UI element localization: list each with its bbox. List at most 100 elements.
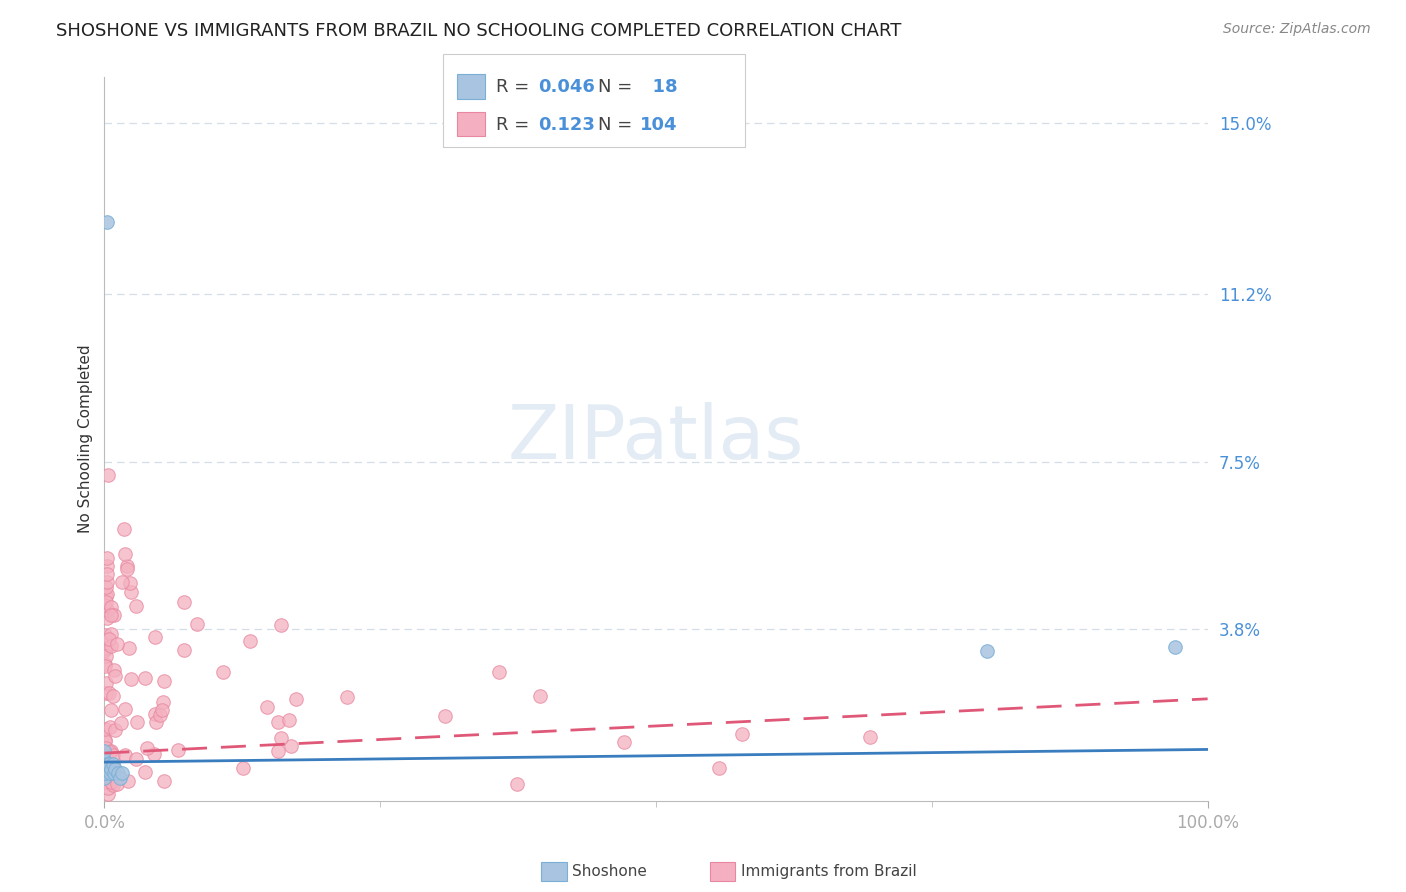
Point	[94, 747, 117, 762]
Point	[101, 778, 124, 792]
Point	[125, 714, 148, 729]
Point	[107, 766, 129, 780]
Point	[101, 772, 124, 787]
Point	[1163, 640, 1185, 654]
Point	[143, 706, 166, 721]
Point	[93, 775, 115, 789]
Text: 0.046: 0.046	[538, 78, 595, 96]
Point	[270, 618, 292, 632]
Point	[280, 739, 302, 753]
Point	[707, 761, 730, 775]
Point	[104, 723, 127, 738]
Point	[232, 761, 254, 775]
Point	[100, 744, 122, 758]
Point	[100, 762, 122, 776]
Point	[135, 740, 157, 755]
Point	[93, 732, 115, 747]
Point	[336, 690, 359, 705]
Point	[118, 641, 141, 656]
Point	[153, 673, 176, 688]
Point	[96, 611, 118, 625]
Point	[613, 735, 636, 749]
Point	[93, 744, 115, 758]
Point	[94, 657, 117, 671]
Point	[100, 627, 122, 641]
Point	[149, 707, 172, 722]
Point	[167, 743, 190, 757]
Point	[107, 777, 129, 791]
Point	[103, 766, 125, 780]
Point	[529, 690, 551, 704]
Point	[96, 580, 118, 594]
Text: Source: ZipAtlas.com: Source: ZipAtlas.com	[1223, 22, 1371, 37]
Point	[976, 644, 998, 658]
Point	[104, 762, 127, 776]
Point	[98, 720, 121, 734]
Point	[96, 603, 118, 617]
Point	[103, 608, 125, 623]
Point	[859, 730, 882, 744]
Text: R =: R =	[496, 116, 530, 134]
Point	[120, 584, 142, 599]
Point	[94, 589, 117, 603]
Point	[93, 771, 115, 785]
Point	[239, 634, 262, 648]
Point	[120, 576, 142, 591]
Text: N =: N =	[598, 116, 631, 134]
Point	[96, 780, 118, 795]
Point	[97, 757, 120, 772]
Point	[278, 713, 301, 727]
Point	[145, 715, 167, 730]
Point	[94, 757, 117, 772]
Text: Immigrants from Brazil: Immigrants from Brazil	[741, 864, 917, 879]
Text: SHOSHONE VS IMMIGRANTS FROM BRAZIL NO SCHOOLING COMPLETED CORRELATION CHART: SHOSHONE VS IMMIGRANTS FROM BRAZIL NO SC…	[56, 22, 901, 40]
Point	[115, 558, 138, 573]
Point	[112, 522, 135, 536]
Point	[96, 747, 118, 762]
Point	[134, 671, 156, 685]
Point	[98, 686, 121, 700]
Point	[108, 771, 131, 785]
Text: 104: 104	[640, 116, 678, 134]
Point	[505, 777, 527, 791]
Point	[285, 691, 308, 706]
Point	[100, 600, 122, 615]
Point	[114, 547, 136, 561]
Point	[145, 630, 167, 644]
Point	[96, 594, 118, 608]
Point	[115, 562, 138, 576]
Point	[114, 748, 136, 763]
Point	[96, 575, 118, 590]
Point	[93, 642, 115, 657]
Point	[96, 567, 118, 582]
Point	[94, 722, 117, 736]
Point	[267, 743, 290, 757]
Text: Shoshone: Shoshone	[572, 864, 647, 879]
Point	[125, 751, 148, 765]
Point	[96, 686, 118, 700]
Point	[173, 643, 195, 657]
Point	[98, 632, 121, 646]
Point	[186, 617, 208, 632]
Point	[93, 762, 115, 776]
Point	[152, 695, 174, 709]
Point	[100, 639, 122, 653]
Point	[110, 716, 132, 731]
Point	[105, 637, 128, 651]
Text: 0.123: 0.123	[538, 116, 595, 134]
Point	[96, 551, 118, 566]
Point	[256, 700, 278, 714]
Point	[114, 702, 136, 716]
Point	[433, 709, 456, 723]
Point	[100, 703, 122, 717]
Point	[143, 747, 166, 762]
Y-axis label: No Schooling Completed: No Schooling Completed	[79, 344, 93, 533]
Point	[96, 756, 118, 771]
Point	[98, 766, 121, 780]
Point	[100, 766, 122, 780]
Point	[125, 599, 148, 613]
Point	[111, 574, 134, 589]
Point	[94, 734, 117, 748]
Point	[94, 628, 117, 642]
Point	[94, 740, 117, 755]
